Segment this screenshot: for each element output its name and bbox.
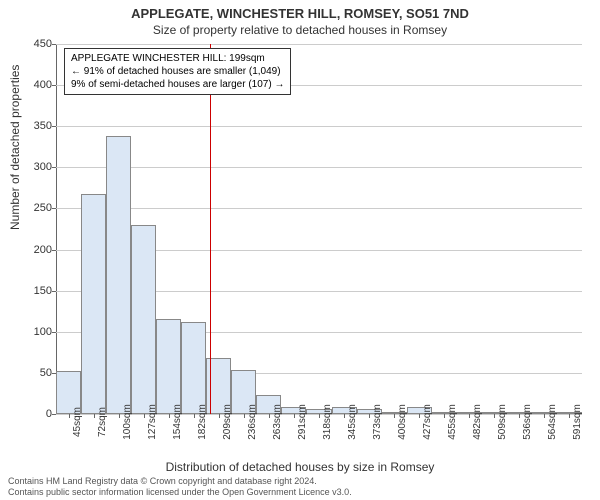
y-tick: [52, 44, 56, 45]
annotation-line: APPLEGATE WINCHESTER HILL: 199sqm: [71, 52, 284, 65]
x-tick: [569, 414, 570, 418]
chart-container: APPLEGATE, WINCHESTER HILL, ROMSEY, SO51…: [0, 0, 600, 500]
y-tick-label: 200: [12, 244, 52, 256]
x-tick-label: 100sqm: [122, 404, 133, 440]
x-tick: [119, 414, 120, 418]
x-tick-label: 72sqm: [97, 407, 108, 437]
x-tick-label: 236sqm: [247, 404, 258, 440]
histogram-bar: [156, 319, 181, 414]
x-tick: [519, 414, 520, 418]
y-tick: [52, 250, 56, 251]
x-tick: [319, 414, 320, 418]
grid-line: [56, 44, 582, 45]
annotation-line: 9% of semi-detached houses are larger (1…: [71, 78, 284, 91]
x-tick: [344, 414, 345, 418]
y-tick: [52, 291, 56, 292]
annotation-box: APPLEGATE WINCHESTER HILL: 199sqm← 91% o…: [64, 48, 291, 95]
y-tick: [52, 167, 56, 168]
y-tick-label: 250: [12, 202, 52, 214]
chart-subtitle: Size of property relative to detached ho…: [0, 21, 600, 39]
x-tick-label: 45sqm: [72, 407, 83, 437]
histogram-bar: [81, 194, 106, 414]
x-tick: [94, 414, 95, 418]
grid-line: [56, 167, 582, 168]
y-tick-label: 300: [12, 161, 52, 173]
footer-line2: Contains public sector information licen…: [8, 487, 352, 498]
x-tick-label: 345sqm: [347, 404, 358, 440]
y-tick: [52, 208, 56, 209]
x-tick-label: 455sqm: [447, 404, 458, 440]
y-tick-label: 0: [12, 408, 52, 420]
x-tick: [269, 414, 270, 418]
x-tick: [194, 414, 195, 418]
y-tick-label: 50: [12, 367, 52, 379]
annotation-line: ← 91% of detached houses are smaller (1,…: [71, 65, 284, 78]
y-tick: [52, 414, 56, 415]
footer-attribution: Contains HM Land Registry data © Crown c…: [8, 476, 352, 498]
x-tick-label: 564sqm: [547, 404, 558, 440]
x-tick: [69, 414, 70, 418]
grid-line: [56, 208, 582, 209]
x-tick-label: 127sqm: [147, 404, 158, 440]
x-tick: [444, 414, 445, 418]
histogram-bar: [131, 225, 156, 414]
plot-area: [56, 44, 582, 414]
y-tick: [52, 126, 56, 127]
grid-line: [56, 126, 582, 127]
x-axis-label: Distribution of detached houses by size …: [0, 460, 600, 474]
y-tick-label: 400: [12, 79, 52, 91]
x-tick: [494, 414, 495, 418]
x-tick: [244, 414, 245, 418]
x-tick-label: 509sqm: [497, 404, 508, 440]
x-tick-label: 291sqm: [297, 404, 308, 440]
x-tick: [369, 414, 370, 418]
x-tick-label: 373sqm: [372, 404, 383, 440]
x-tick: [544, 414, 545, 418]
x-tick-label: 427sqm: [422, 404, 433, 440]
y-tick-label: 450: [12, 38, 52, 50]
x-tick-label: 400sqm: [397, 404, 408, 440]
footer-line1: Contains HM Land Registry data © Crown c…: [8, 476, 352, 487]
x-tick: [169, 414, 170, 418]
x-tick: [419, 414, 420, 418]
x-tick: [394, 414, 395, 418]
chart-title: APPLEGATE, WINCHESTER HILL, ROMSEY, SO51…: [0, 0, 600, 21]
y-tick: [52, 332, 56, 333]
x-tick-label: 591sqm: [572, 404, 583, 440]
x-tick: [294, 414, 295, 418]
x-tick-label: 482sqm: [472, 404, 483, 440]
y-tick: [52, 85, 56, 86]
x-tick-label: 318sqm: [322, 404, 333, 440]
y-tick-label: 100: [12, 326, 52, 338]
x-tick: [144, 414, 145, 418]
histogram-bar: [181, 322, 206, 414]
x-tick-label: 154sqm: [172, 404, 183, 440]
x-tick: [219, 414, 220, 418]
x-tick-label: 536sqm: [522, 404, 533, 440]
property-marker-line: [210, 44, 211, 414]
y-tick-label: 150: [12, 285, 52, 297]
y-axis-line: [56, 44, 57, 414]
x-tick: [469, 414, 470, 418]
x-tick-label: 263sqm: [272, 404, 283, 440]
x-tick-label: 209sqm: [222, 404, 233, 440]
x-tick-label: 182sqm: [197, 404, 208, 440]
histogram-bar: [106, 136, 131, 414]
y-tick-label: 350: [12, 120, 52, 132]
